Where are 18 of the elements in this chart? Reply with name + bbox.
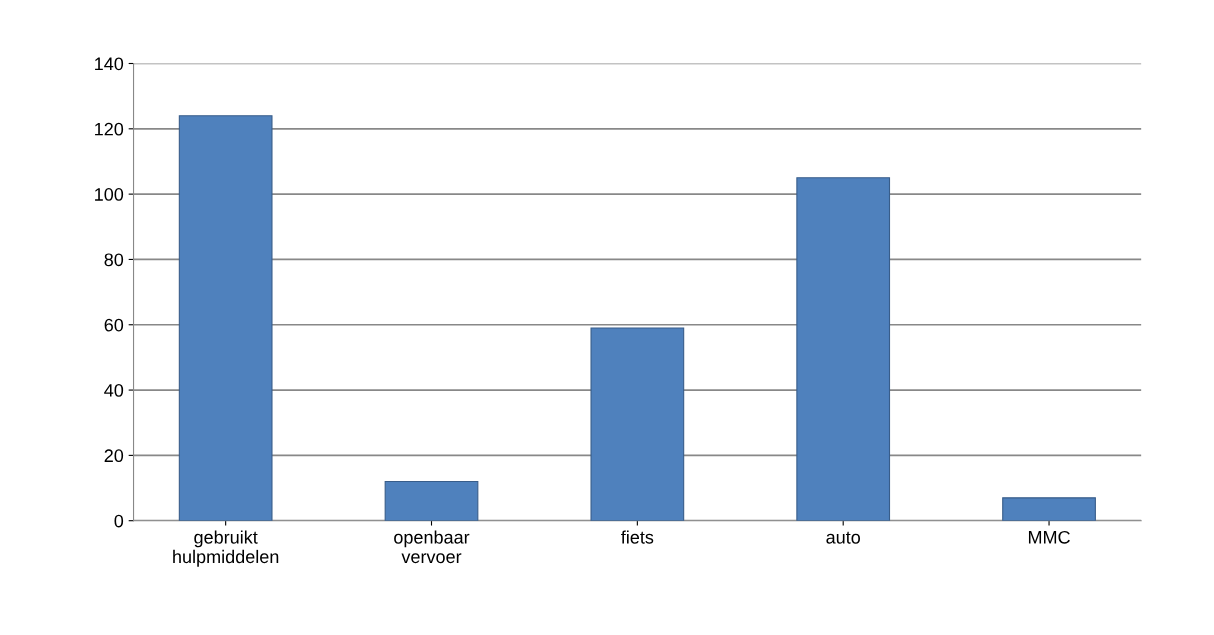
x-tick-label: MMC [1028,530,1070,544]
bar [796,177,891,521]
bar [178,115,273,521]
bar [590,327,685,521]
x-tick-label: fiets [621,530,654,544]
x-tick-label: auto [826,531,861,544]
x-tick-label: gebruikt hulpmiddelen [173,530,279,567]
y-tick-label: 0 [114,514,124,528]
y-tick-label: 40 [104,384,124,397]
y-tick-label: 140 [95,57,124,71]
bar [384,480,479,521]
y-tick-label: 20 [104,449,124,463]
y-tick-label: 120 [95,122,124,136]
y-tick-label: 100 [95,188,124,201]
y-tick-label: 80 [104,253,124,267]
x-tick-label: openbaar vervoer [394,530,470,564]
bar [1002,497,1096,521]
y-tick-label: 60 [104,318,124,332]
